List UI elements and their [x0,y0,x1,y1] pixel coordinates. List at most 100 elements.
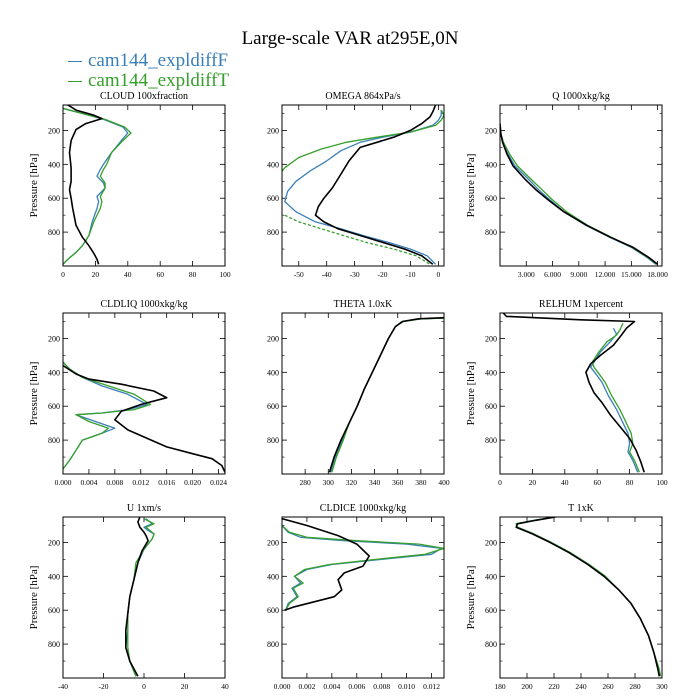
x-tick-label: 20 [92,270,100,279]
series-line-0 [590,327,639,473]
x-tick-label: -40 [322,270,332,279]
y-tick-label: 800 [267,436,279,445]
y-tick-label: 600 [485,606,497,615]
y-tick-label: 200 [48,334,60,343]
x-tick-label: 0 [142,682,146,691]
plot-frame [499,516,663,679]
y-tick-label: 600 [267,606,279,615]
panel-6: U 1xm/s Pressure [hPa] 200 400 600 800 -40 -20 0… [28,503,229,691]
x-tick-label: 0.004 [80,478,97,487]
x-tick-label: 0.002 [298,682,315,691]
series-line-1 [282,525,444,611]
series-line-2 [282,517,370,611]
y-tick-label: 400 [267,368,279,377]
series-line-2 [125,517,149,677]
x-tick-label: 20 [181,682,189,691]
y-tick-label: 200 [267,538,279,547]
panel-title: CLDICE 1000xkg/kg [320,503,406,514]
x-tick-label: 380 [415,478,427,487]
x-tick-label: 100 [219,270,231,279]
y-tick-label: 400 [48,572,60,581]
x-tick-label: 280 [300,478,312,487]
x-tick-label: -20 [378,270,388,279]
plot-frame [281,516,445,679]
y-tick-label: 200 [485,126,497,135]
x-tick-label: 0.024 [210,478,227,487]
y-tick-label: 400 [48,160,60,169]
y-tick-label: 200 [485,334,497,343]
plot-frame [499,104,663,267]
y-tick-label: 400 [485,368,497,377]
x-tick-label: 9.000 [570,270,587,279]
series-line-1 [63,107,132,265]
y-tick-label: 800 [485,228,497,237]
x-tick-label: 360 [392,478,404,487]
x-tick-label: 320 [346,478,358,487]
x-tick-label: -30 [350,270,360,279]
y-tick-label: 800 [48,436,60,445]
y-axis-label: Pressure [hPa] [28,362,40,426]
x-tick-label: 0.016 [158,478,175,487]
series-line-0 [63,361,148,470]
y-axis-label: Pressure [hPa] [465,362,477,426]
y-tick-label: 600 [48,194,60,203]
x-tick-label: 40 [124,270,132,279]
x-tick-label: 200 [521,682,533,691]
x-tick-label: 0.010 [398,682,415,691]
y-axis-label: Pressure [hPa] [28,566,40,630]
series-line-1 [500,123,658,265]
x-tick-label: 100 [656,478,668,487]
x-tick-label: 340 [369,478,381,487]
legend-line-swatch [68,61,82,63]
x-tick-label: 0.006 [348,682,365,691]
x-tick-label: 0 [61,270,65,279]
x-tick-label: 0.000 [55,478,72,487]
y-tick-label: 800 [48,228,60,237]
x-tick-label: -40 [58,682,68,691]
plot-frame [62,104,226,267]
x-tick-label: -10 [405,270,415,279]
y-tick-label: 600 [485,194,497,203]
x-tick-label: 0.020 [184,478,201,487]
y-axis-label: Pressure [hPa] [465,566,477,630]
panel-4: THETA 1.0xK 200 400 600 800 280 300 320 340 360 38… [267,299,450,487]
panel-title: U 1xm/s [127,503,161,514]
x-tick-label: 0.008 [106,478,123,487]
x-tick-label: 0.012 [423,682,440,691]
plot-frame [281,312,445,475]
x-tick-label: 0.004 [323,682,340,691]
x-tick-label: 180 [494,682,506,691]
x-tick-label: 300 [323,478,335,487]
panel-title: T 1xK [568,503,594,514]
y-tick-label: 200 [48,538,60,547]
panel-title: THETA 1.0xK [334,299,393,310]
x-tick-label: 260 [602,682,614,691]
y-tick-label: 600 [485,402,497,411]
series-line-2 [515,517,661,677]
panel-7: CLDICE 1000xkg/kg 200 400 600 800 0.000 0.002 0… [267,503,445,691]
legend-label: cam144_expldiffF [88,50,229,71]
series-line-1 [591,322,640,473]
series-line-0 [282,525,443,611]
series-line-1 [282,109,444,173]
x-tick-label: 0.008 [373,682,390,691]
x-tick-label: 220 [548,682,560,691]
series-line-2 [63,364,225,473]
x-tick-label: 80 [626,478,634,487]
y-tick-label: 400 [485,572,497,581]
x-tick-label: 40 [561,478,569,487]
y-tick-label: 800 [267,228,279,237]
series-line-2 [67,105,103,265]
panel-title: Q 1000xkg/kg [552,91,610,102]
plot-frame [499,312,663,475]
x-tick-label: 6.000 [544,270,561,279]
series-line-2 [502,313,645,473]
y-tick-label: 600 [48,402,60,411]
x-tick-label: 280 [629,682,641,691]
panel-title: OMEGA 864xPa/s [325,91,400,102]
series-line-1 [127,518,155,677]
series-line-2 [284,214,431,265]
legend-label: cam144_expldiffT [88,70,230,91]
